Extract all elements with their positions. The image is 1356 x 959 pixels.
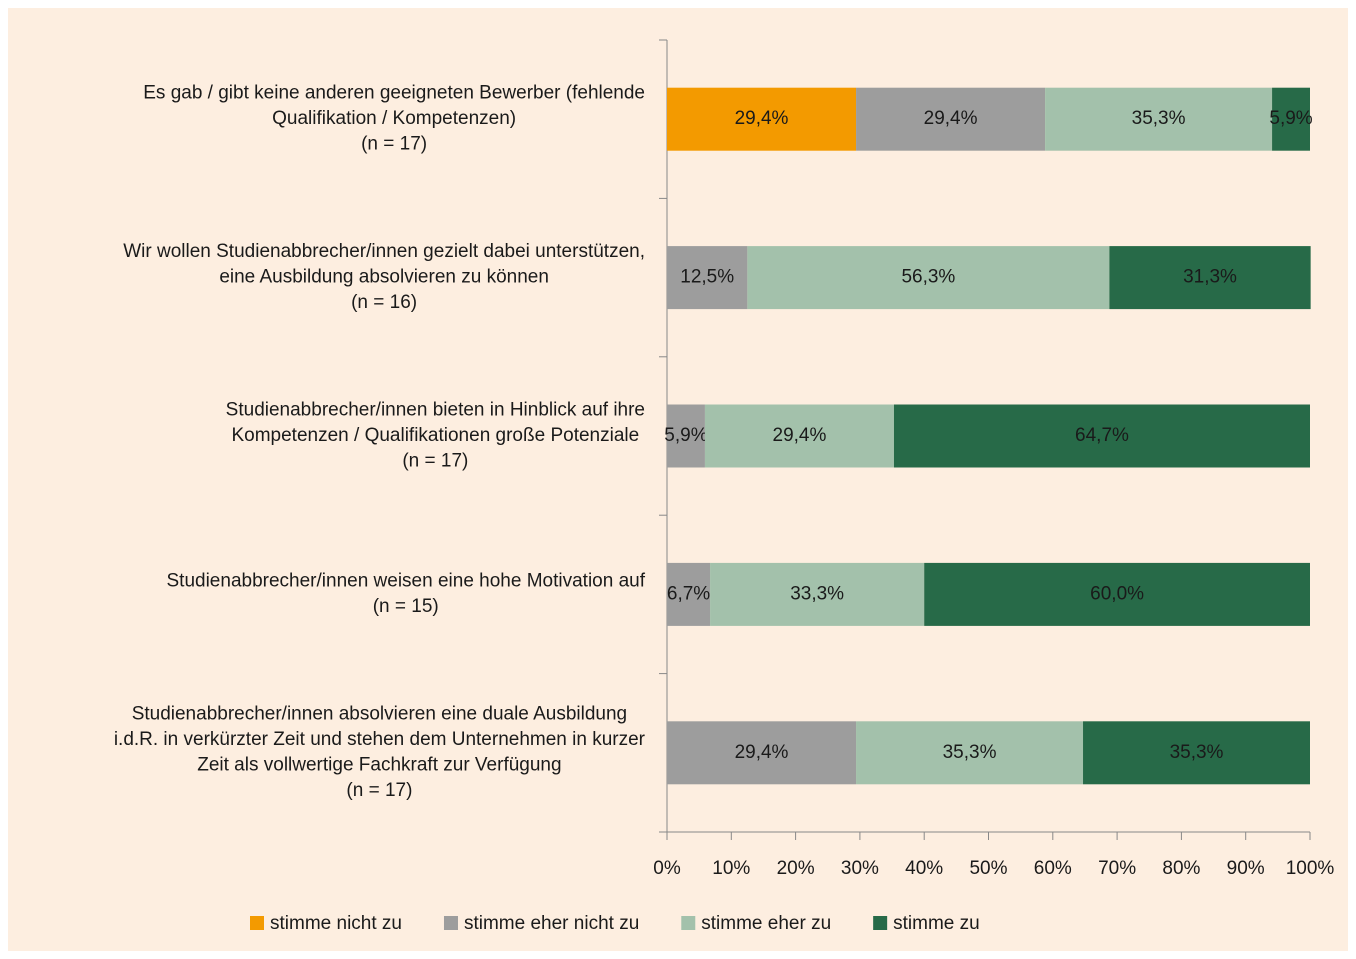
legend-swatch xyxy=(681,916,696,930)
bar-segment xyxy=(856,87,1046,151)
legend-label: stimme zu xyxy=(893,913,980,934)
data-label: 5,9% xyxy=(1269,108,1312,129)
data-label: 29,4% xyxy=(735,108,789,129)
data-label: 60,0% xyxy=(1090,583,1144,604)
x-tick-label: 100% xyxy=(1286,858,1335,879)
bar-segment xyxy=(667,562,711,626)
bar-segment xyxy=(667,721,857,785)
category-label: Studienabbrecher/innen bieten in Hinblic… xyxy=(226,400,645,421)
legend-swatch xyxy=(443,916,458,930)
bar-segment xyxy=(1083,721,1310,785)
x-tick-label: 50% xyxy=(969,858,1007,879)
category-label: (n = 17) xyxy=(346,780,412,801)
category-label: eine Ausbildung absolvieren zu können xyxy=(219,267,549,288)
bar-segment xyxy=(667,246,748,310)
category-label: Studienabbrecher/innen absolvieren eine … xyxy=(132,704,627,725)
data-label: 35,3% xyxy=(1170,742,1224,763)
bar-segment xyxy=(747,246,1110,310)
legend-label: stimme eher nicht zu xyxy=(464,913,639,934)
data-label: 31,3% xyxy=(1183,267,1237,288)
data-label: 29,4% xyxy=(773,425,827,446)
legend-swatch xyxy=(873,916,888,930)
data-label: 64,7% xyxy=(1075,425,1129,446)
legend-label: stimme nicht zu xyxy=(270,913,402,934)
data-label: 6,7% xyxy=(667,583,710,604)
x-tick-label: 20% xyxy=(777,858,815,879)
x-tick-label: 40% xyxy=(905,858,943,879)
category-label: (n = 16) xyxy=(351,292,417,313)
x-tick-label: 80% xyxy=(1162,858,1200,879)
bar-segment xyxy=(667,87,857,151)
data-label: 29,4% xyxy=(924,108,978,129)
data-label: 56,3% xyxy=(901,267,955,288)
bar-segment xyxy=(667,404,705,468)
bar-segment xyxy=(1045,87,1273,151)
category-label: (n = 15) xyxy=(373,596,439,617)
legend-swatch xyxy=(250,916,264,930)
bar-segment xyxy=(704,404,894,468)
x-tick-label: 70% xyxy=(1098,858,1136,879)
bar-segment xyxy=(924,562,1310,626)
category-label: Qualifikation / Kompetenzen) xyxy=(272,108,516,129)
x-tick-label: 10% xyxy=(712,858,750,879)
data-label: 29,4% xyxy=(735,742,789,763)
x-tick-label: 60% xyxy=(1034,858,1072,879)
data-label: 5,9% xyxy=(664,425,707,446)
x-tick-label: 0% xyxy=(653,858,681,879)
x-tick-label: 30% xyxy=(841,858,879,879)
bar-segment xyxy=(856,721,1084,785)
chart-background xyxy=(8,8,1348,951)
category-label: i.d.R. in verkürzter Zeit und stehen dem… xyxy=(114,729,646,750)
bar-segment xyxy=(1109,246,1311,310)
category-label: Wir wollen Studienabbrecher/innen geziel… xyxy=(123,241,645,262)
x-tick-label: 90% xyxy=(1227,858,1265,879)
data-label: 12,5% xyxy=(680,267,734,288)
bar-segment xyxy=(893,404,1310,468)
category-label: (n = 17) xyxy=(361,134,427,155)
category-label: (n = 17) xyxy=(402,451,468,472)
data-label: 33,3% xyxy=(790,583,844,604)
legend-label: stimme eher zu xyxy=(701,913,831,934)
bar-segment xyxy=(710,562,925,626)
category-label: Studienabbrecher/innen weisen eine hohe … xyxy=(167,571,646,592)
category-label: Zeit als vollwertige Fachkraft zur Verfü… xyxy=(197,755,561,776)
data-label: 35,3% xyxy=(1132,108,1186,129)
category-label: Kompetenzen / Qualifikationen große Pote… xyxy=(231,425,639,446)
category-label: Es gab / gibt keine anderen geeigneten B… xyxy=(143,83,645,104)
bar-segment xyxy=(1272,87,1310,151)
data-label: 35,3% xyxy=(943,742,997,763)
